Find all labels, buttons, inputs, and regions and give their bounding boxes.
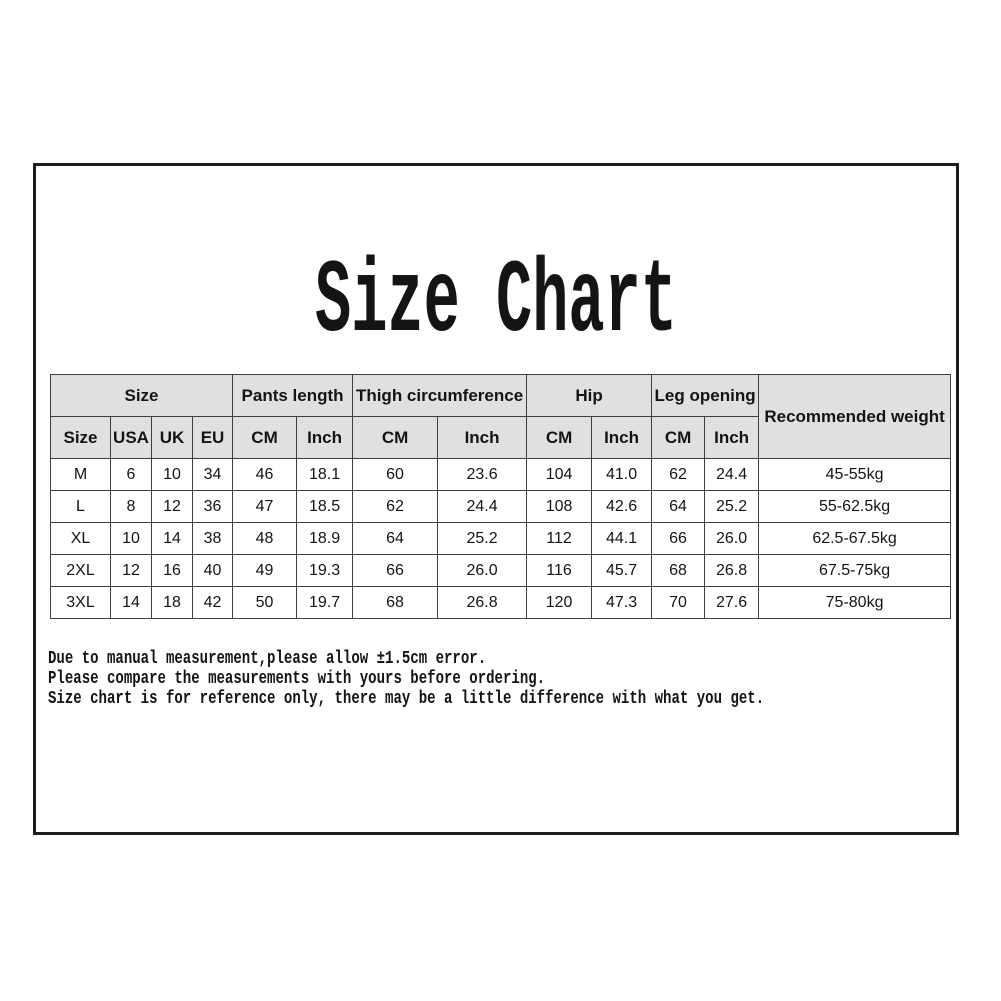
table-cell: 25.2 (704, 490, 760, 523)
size-chart-title: Size Chart (315, 244, 677, 362)
size-row-XL: XL 10 14 38 48 18.9 64 25.2 112 44.1 66 26.0 62.5-67… (50, 522, 952, 555)
subheader-5-inch: Inch (296, 416, 354, 459)
table-cell: 10 (110, 522, 152, 555)
subheader-row: Size USA UK EU CM Inch CM Inch CM Inch CM Inch (50, 416, 951, 459)
table-cell: 50 (232, 586, 298, 619)
table-cell: 2XL (50, 554, 111, 587)
table-cell: 12 (151, 490, 193, 523)
table-cell: 42.6 (591, 490, 653, 523)
table-cell: 62 (352, 490, 439, 523)
group-header-row: Size Pants length Thigh circumference Hi… (49, 374, 952, 459)
table-cell: 42 (191, 586, 234, 619)
group-header-thigh-circumference: Thigh circumference (352, 374, 528, 417)
table-body: M 6 10 34 46 18.1 60 23.6 104 41.0 62 24.4 45-55kg L 8… (50, 458, 952, 619)
table-cell: M (50, 458, 111, 491)
size-row-L: L 8 12 36 47 18.5 62 24.4 108 42.6 64 25.2 55-62.5kg (50, 490, 952, 523)
table-cell: 18 (151, 586, 193, 619)
subheader-1-usa: USA (110, 416, 152, 459)
table-cell: 44.1 (591, 522, 653, 555)
table-cell: 18.9 (296, 522, 354, 555)
table-cell: 62 (651, 458, 706, 491)
table-cell: 60 (352, 458, 439, 491)
table-cell: 70 (651, 586, 706, 619)
size-row-2XL: 2XL 12 16 40 49 19.3 66 26.0 116 45.7 68 26.8 67.5-7… (50, 554, 952, 587)
group-header-size: Size (49, 374, 234, 417)
table-cell: 6 (110, 458, 152, 491)
table-cell: 41.0 (591, 458, 653, 491)
table-cell: 45.7 (591, 554, 653, 587)
table-cell: 19.7 (296, 586, 354, 619)
table-cell: 12 (110, 554, 152, 587)
header-recommended-weight: Recommended weight (758, 374, 952, 459)
table-cell: 18.5 (296, 490, 354, 523)
table-cell: 23.6 (437, 458, 528, 491)
table-cell: 68 (651, 554, 706, 587)
table-cell: 24.4 (704, 458, 760, 491)
table-cell: 75-80kg (758, 586, 952, 619)
subheader-7-inch: Inch (437, 416, 528, 459)
table-cell: 112 (526, 522, 593, 555)
frame-border: Size Chart Size Pants length Thigh circu… (33, 163, 959, 835)
table-cell: 45-55kg (758, 458, 952, 491)
subheader-8-cm: CM (526, 416, 593, 459)
table-cell: 24.4 (437, 490, 528, 523)
table-cell: 64 (352, 522, 439, 555)
group-header-leg-opening: Leg opening (651, 374, 760, 417)
table-cell: XL (50, 522, 111, 555)
table-cell: 55-62.5kg (758, 490, 952, 523)
table-cell: L (50, 490, 111, 523)
note-line: Please compare the measurements with you… (48, 669, 546, 689)
table-cell: 26.0 (704, 522, 760, 555)
table-cell: 67.5-75kg (758, 554, 952, 587)
table-cell: 25.2 (437, 522, 528, 555)
table-cell: 66 (352, 554, 439, 587)
table-cell: 68 (352, 586, 439, 619)
subheader-10-cm: CM (651, 416, 706, 459)
group-header-hip: Hip (526, 374, 653, 417)
size-row-M: M 6 10 34 46 18.1 60 23.6 104 41.0 62 24.4 45-55kg (50, 458, 952, 491)
subheader-4-cm: CM (232, 416, 298, 459)
table-cell: 64 (651, 490, 706, 523)
table-cell: 10 (151, 458, 193, 491)
table-cell: 27.6 (704, 586, 760, 619)
table-cell: 26.8 (704, 554, 760, 587)
table-cell: 48 (232, 522, 298, 555)
note-line: Size chart is for reference only, there … (48, 689, 765, 709)
subheader-9-inch: Inch (591, 416, 653, 459)
table-cell: 120 (526, 586, 593, 619)
subheader-11-inch: Inch (704, 416, 760, 459)
table-cell: 26.8 (437, 586, 528, 619)
table-cell: 46 (232, 458, 298, 491)
table-cell: 49 (232, 554, 298, 587)
table-cell: 34 (191, 458, 234, 491)
table-cell: 8 (110, 490, 152, 523)
table-cell: 108 (526, 490, 593, 523)
size-table: Size Pants length Thigh circumference Hi… (49, 374, 952, 619)
table-cell: 47.3 (591, 586, 653, 619)
table-cell: 62.5-67.5kg (758, 522, 952, 555)
table-cell: 26.0 (437, 554, 528, 587)
table-cell: 47 (232, 490, 298, 523)
subheader-2-uk: UK (151, 416, 193, 459)
table-cell: 14 (110, 586, 152, 619)
table-cell: 16 (151, 554, 193, 587)
table-cell: 14 (151, 522, 193, 555)
note-line: Due to manual measurement,please allow ±… (48, 649, 487, 669)
subheader-3-eu: EU (191, 416, 234, 459)
table-cell: 40 (191, 554, 234, 587)
subheader-6-cm: CM (352, 416, 439, 459)
table-cell: 19.3 (296, 554, 354, 587)
table-cell: 104 (526, 458, 593, 491)
table-cell: 116 (526, 554, 593, 587)
measurement-notes: Due to manual measurement,please allow ±… (48, 649, 764, 709)
size-row-3XL: 3XL 14 18 42 50 19.7 68 26.8 120 47.3 70 27.6 75-80k… (50, 586, 952, 619)
table-cell: 38 (191, 522, 234, 555)
table-cell: 18.1 (296, 458, 354, 491)
subheader-0-size: Size (50, 416, 111, 459)
group-header-pants-length: Pants length (232, 374, 354, 417)
table-cell: 36 (191, 490, 234, 523)
table-cell: 66 (651, 522, 706, 555)
table-cell: 3XL (50, 586, 111, 619)
